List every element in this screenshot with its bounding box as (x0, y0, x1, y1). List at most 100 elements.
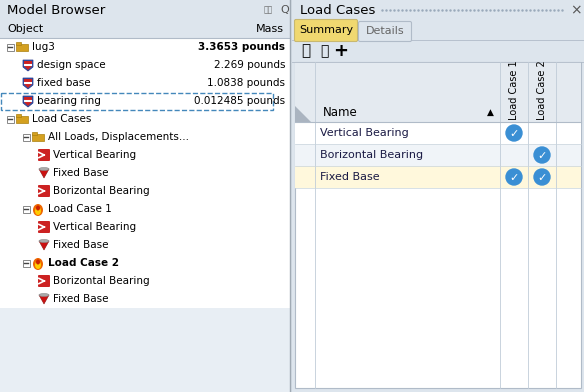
Text: Borizontal Bearing: Borizontal Bearing (53, 186, 150, 196)
Ellipse shape (35, 207, 41, 215)
Bar (0, 0, 290, 20)
Ellipse shape (35, 261, 41, 269)
Bar (16, 114, 21, 117)
Bar (16, 44, 28, 51)
Bar (0, 272, 290, 290)
Text: Fixed Base: Fixed Base (53, 168, 109, 178)
Text: ✓: ✓ (537, 151, 547, 160)
Bar (295, 62, 581, 122)
Ellipse shape (33, 258, 43, 270)
Bar (0, 0, 290, 392)
Ellipse shape (39, 240, 49, 243)
Bar (6, 44, 13, 51)
Polygon shape (39, 169, 49, 178)
Polygon shape (24, 97, 32, 106)
Text: Load Case 1: Load Case 1 (48, 204, 112, 214)
Bar (23, 260, 30, 267)
Polygon shape (23, 60, 33, 71)
Text: bearing ring: bearing ring (37, 96, 101, 106)
Text: Fixed Base: Fixed Base (53, 240, 109, 250)
Bar (0, 308, 290, 392)
Bar (32, 132, 37, 135)
Bar (292, 0, 584, 392)
Ellipse shape (33, 204, 43, 216)
Text: Vertical Bearing: Vertical Bearing (53, 222, 136, 232)
Text: Vertical Bearing: Vertical Bearing (320, 128, 409, 138)
Text: Model Browser: Model Browser (7, 4, 105, 16)
Bar (295, 144, 581, 166)
Ellipse shape (36, 260, 40, 265)
Bar (295, 122, 581, 144)
FancyBboxPatch shape (294, 20, 357, 42)
FancyBboxPatch shape (38, 149, 50, 161)
Ellipse shape (39, 167, 49, 171)
Text: lug3: lug3 (32, 42, 55, 52)
Ellipse shape (39, 294, 49, 296)
Bar (23, 134, 30, 140)
Text: ✓: ✓ (537, 172, 547, 183)
FancyBboxPatch shape (38, 185, 50, 197)
Text: ⬛⬛: ⬛⬛ (264, 5, 273, 15)
Text: Name: Name (323, 105, 358, 118)
Text: Load Case 1: Load Case 1 (509, 60, 519, 120)
Polygon shape (39, 295, 49, 304)
Bar (295, 62, 581, 388)
Text: +: + (333, 42, 349, 60)
Bar (0, 218, 290, 236)
Text: 3.3653 pounds: 3.3653 pounds (198, 42, 285, 52)
Text: Load Cases: Load Cases (300, 4, 376, 16)
Text: Borizontal Bearing: Borizontal Bearing (53, 276, 150, 286)
Polygon shape (23, 78, 33, 89)
Text: Load Case 2: Load Case 2 (537, 60, 547, 120)
Text: Object: Object (7, 24, 43, 34)
Bar (0, 254, 290, 272)
Bar (0, 290, 290, 308)
Text: Mass: Mass (256, 24, 284, 34)
Text: ✓: ✓ (509, 129, 519, 138)
Circle shape (534, 147, 550, 163)
Polygon shape (295, 106, 311, 122)
FancyBboxPatch shape (1, 93, 273, 109)
Bar (0, 110, 290, 128)
Text: Load Cases: Load Cases (32, 114, 91, 124)
Text: Borizontal Bearing: Borizontal Bearing (320, 150, 423, 160)
Text: 1.0838 pounds: 1.0838 pounds (207, 78, 285, 88)
Text: All Loads, Displacements...: All Loads, Displacements... (48, 132, 189, 142)
Bar (23, 205, 30, 212)
Polygon shape (23, 96, 33, 107)
Text: Summary: Summary (299, 25, 353, 35)
Bar (0, 164, 290, 182)
Polygon shape (24, 79, 32, 88)
Polygon shape (24, 61, 32, 70)
Bar (0, 74, 290, 92)
Bar (0, 56, 290, 74)
Bar (0, 146, 290, 164)
Text: Fixed Base: Fixed Base (320, 172, 380, 182)
Bar (0, 38, 290, 56)
Circle shape (534, 169, 550, 185)
Bar (16, 116, 28, 123)
Text: 0.012485 pounds: 0.012485 pounds (194, 96, 285, 106)
Bar (0, 20, 290, 38)
Bar (0, 182, 290, 200)
Text: Vertical Bearing: Vertical Bearing (53, 150, 136, 160)
Polygon shape (39, 241, 49, 250)
FancyBboxPatch shape (38, 275, 50, 287)
Text: 2.269 pounds: 2.269 pounds (214, 60, 285, 70)
Text: 🗁: 🗁 (301, 44, 311, 58)
Text: Q: Q (280, 5, 288, 15)
Circle shape (506, 169, 522, 185)
Text: ✓: ✓ (509, 172, 519, 183)
Bar (0, 200, 290, 218)
Bar (32, 134, 44, 141)
Bar (295, 166, 581, 188)
Text: ×: × (570, 3, 582, 17)
Text: Details: Details (366, 26, 404, 36)
Ellipse shape (36, 205, 40, 211)
Circle shape (506, 125, 522, 141)
Text: design space: design space (37, 60, 106, 70)
Bar (292, 0, 584, 20)
FancyBboxPatch shape (359, 22, 412, 42)
Bar (16, 42, 21, 45)
Text: Load Case 2: Load Case 2 (48, 258, 119, 268)
